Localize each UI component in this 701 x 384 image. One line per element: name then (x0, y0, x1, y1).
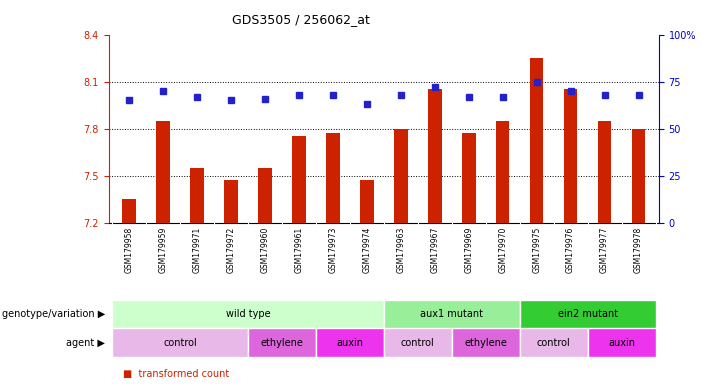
Bar (519, 300, 655, 328)
Bar (632, 129, 646, 223)
Text: control: control (401, 338, 435, 348)
Text: ein2 mutant: ein2 mutant (557, 309, 618, 319)
Text: control: control (163, 338, 197, 348)
Text: GSM179963: GSM179963 (396, 227, 405, 273)
Text: wild type: wild type (226, 309, 271, 319)
Text: GSM179960: GSM179960 (260, 227, 269, 273)
Text: GSM179972: GSM179972 (226, 227, 236, 273)
Text: GSM179961: GSM179961 (294, 227, 304, 273)
Bar (519, 328, 587, 357)
Bar (326, 133, 340, 223)
Text: GSM179978: GSM179978 (634, 227, 643, 273)
Text: GSM179971: GSM179971 (193, 227, 201, 273)
Bar (190, 168, 204, 223)
Text: ethylene: ethylene (261, 338, 304, 348)
Text: GSM179974: GSM179974 (362, 227, 372, 273)
Text: auxin: auxin (336, 338, 363, 348)
Text: GSM179958: GSM179958 (125, 227, 133, 273)
Bar (394, 129, 407, 223)
Text: agent ▶: agent ▶ (67, 338, 105, 348)
Text: aux1 mutant: aux1 mutant (420, 309, 483, 319)
Bar (224, 180, 238, 223)
Text: GSM179970: GSM179970 (498, 227, 508, 273)
Text: GSM179977: GSM179977 (600, 227, 609, 273)
Bar (112, 300, 384, 328)
Bar (112, 328, 248, 357)
Text: ■  transformed count: ■ transformed count (123, 369, 229, 379)
Bar (564, 89, 578, 223)
Bar (587, 328, 655, 357)
Bar (292, 136, 306, 223)
Bar (156, 121, 170, 223)
Text: GSM179975: GSM179975 (532, 227, 541, 273)
Bar (122, 199, 136, 223)
Text: auxin: auxin (608, 338, 635, 348)
Text: genotype/variation ▶: genotype/variation ▶ (2, 309, 105, 319)
Text: ethylene: ethylene (464, 338, 507, 348)
Bar (462, 133, 475, 223)
Bar (451, 328, 519, 357)
Bar (428, 89, 442, 223)
Bar (598, 121, 611, 223)
Text: GSM179959: GSM179959 (158, 227, 168, 273)
Bar (316, 328, 384, 357)
Bar (496, 121, 510, 223)
Text: control: control (537, 338, 571, 348)
Text: GSM179967: GSM179967 (430, 227, 440, 273)
Bar (248, 328, 316, 357)
Text: GSM179973: GSM179973 (328, 227, 337, 273)
Bar (384, 300, 519, 328)
Bar (384, 328, 451, 357)
Bar (530, 58, 543, 223)
Bar (360, 180, 374, 223)
Text: GDS3505 / 256062_at: GDS3505 / 256062_at (233, 13, 370, 26)
Text: GSM179976: GSM179976 (566, 227, 575, 273)
Text: GSM179969: GSM179969 (464, 227, 473, 273)
Bar (258, 168, 272, 223)
